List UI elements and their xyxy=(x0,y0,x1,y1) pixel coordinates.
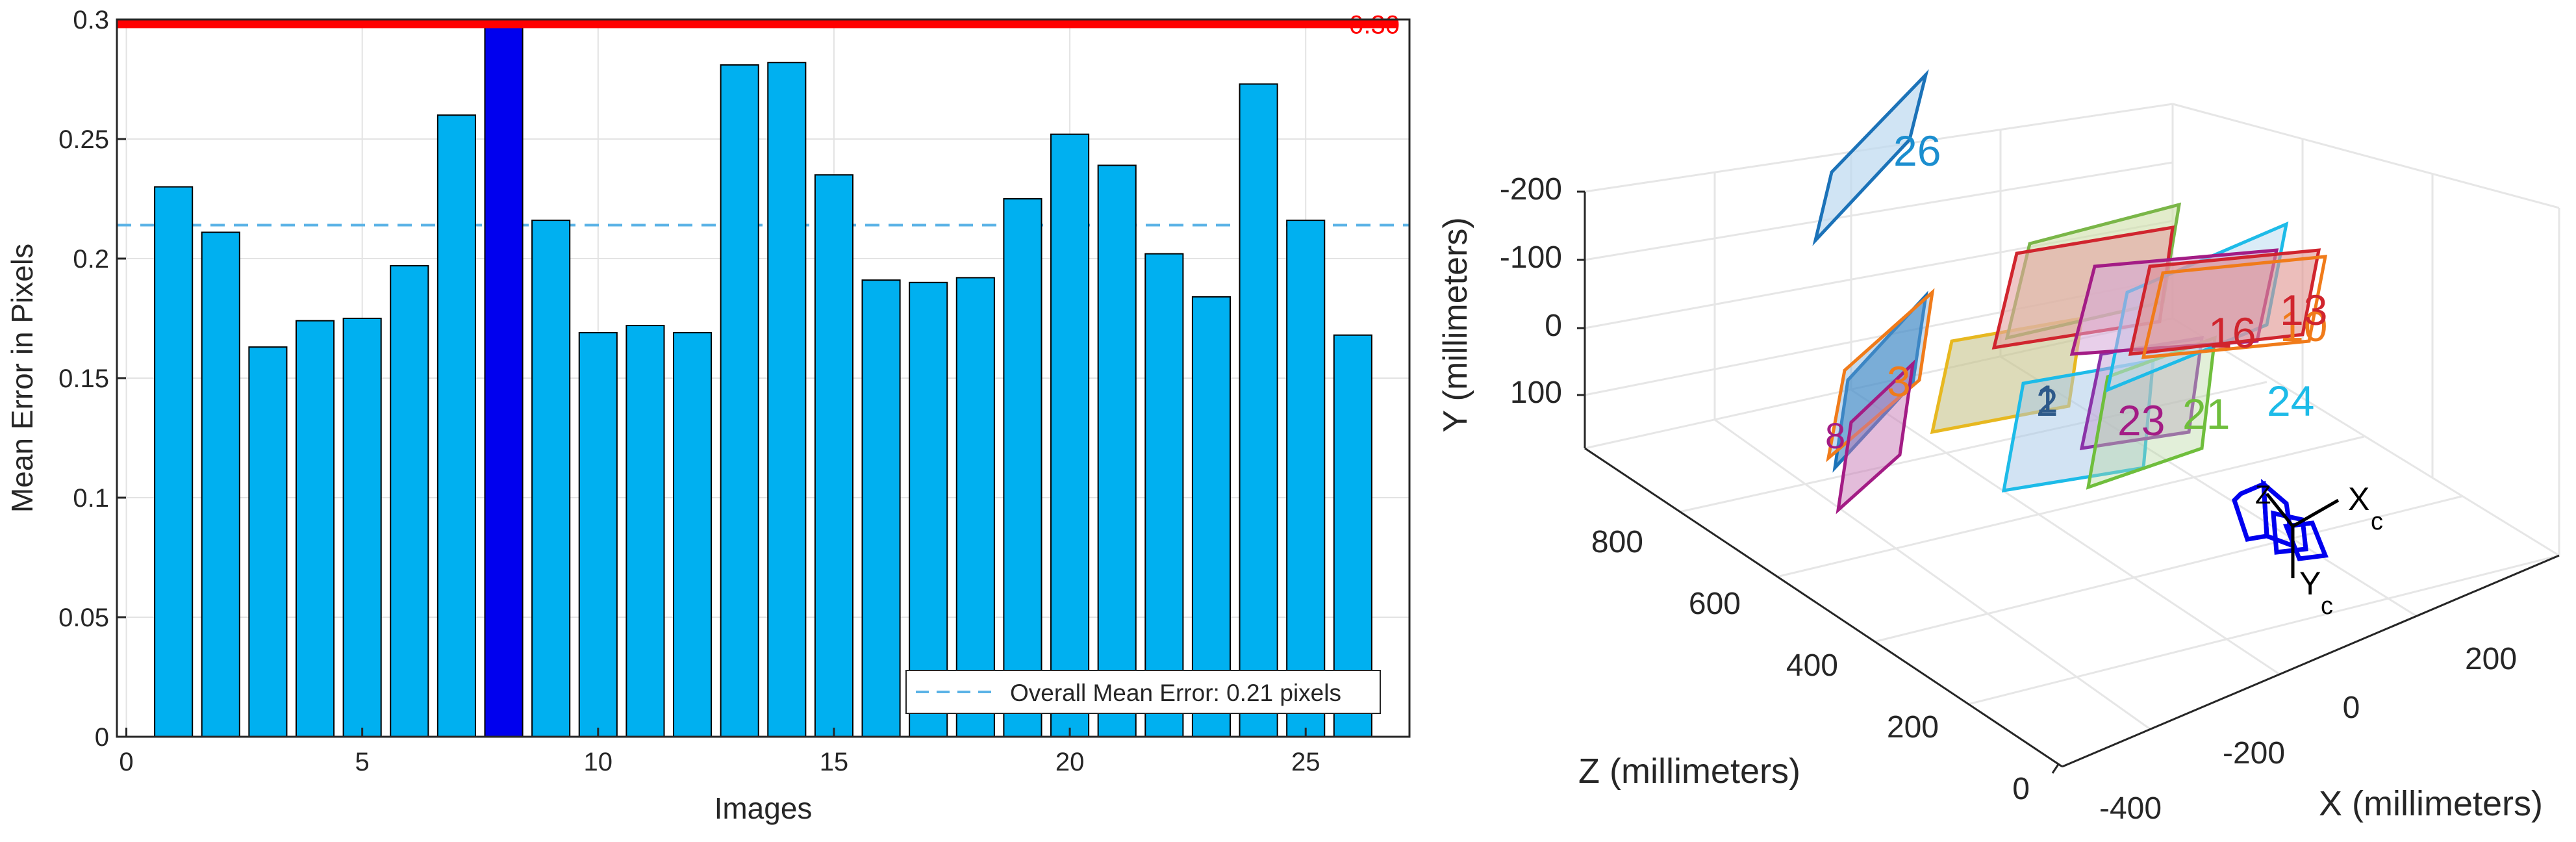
y3d-tick-labels: -200 -100 0 100 xyxy=(1500,172,1562,410)
bar xyxy=(955,277,995,737)
y3d-tick: 0 xyxy=(1545,309,1562,343)
plane-label-24: 24 xyxy=(2267,377,2314,425)
bar xyxy=(1003,198,1042,737)
camera-axis-x-sub: c xyxy=(2371,508,2383,535)
bar xyxy=(390,265,429,738)
camera-axis-y-sub: c xyxy=(2321,593,2333,620)
y3d-tick: -200 xyxy=(1500,172,1562,207)
bar xyxy=(154,186,194,738)
y3d-tick: 100 xyxy=(1510,376,1562,410)
bar xyxy=(673,332,713,737)
bar xyxy=(814,174,853,737)
bar xyxy=(720,64,759,737)
plane-stack-left-3 xyxy=(1836,359,1915,515)
bar-chart-panel: 0.30 0 5 10 15 20 25 0 0.05 0.1 0.15 0.2 0.25 0.3 Im… xyxy=(5,6,1411,825)
bar xyxy=(295,320,335,737)
x3d-tick: 200 xyxy=(2465,642,2517,676)
z3d-tick: 400 xyxy=(1786,648,1838,683)
plane-label-3: 3 xyxy=(1887,357,1911,405)
plane-label-26: 26 xyxy=(1893,127,1941,175)
camera-axes xyxy=(2266,492,2340,578)
plane-right-red xyxy=(2128,248,2321,356)
plane-label-10: 10 xyxy=(2280,302,2327,350)
bars xyxy=(154,23,1372,738)
y-tick-label: 0.15 xyxy=(58,364,109,393)
plane-label-1: 1 xyxy=(2036,377,2058,421)
plane-label-13: 13 xyxy=(2280,286,2327,334)
z3d-tick: 800 xyxy=(1591,525,1643,559)
plane-right-orange xyxy=(2141,255,2328,359)
z3d-tick: 0 xyxy=(2012,772,2030,806)
bar xyxy=(625,325,665,738)
plane-label-2: 2 xyxy=(2036,381,2058,424)
bar xyxy=(767,62,807,738)
plane-label-8: 8 xyxy=(1825,415,1845,456)
z3d-tick: 600 xyxy=(1689,587,1741,621)
plane-label-23: 23 xyxy=(2117,396,2165,444)
x3d-tick: -400 xyxy=(2099,791,2162,826)
plane-label-16: 16 xyxy=(2208,309,2256,357)
camera-axis-y: Y xyxy=(2299,565,2321,602)
y-tick-label: 0.2 xyxy=(73,245,109,274)
bar xyxy=(342,318,382,737)
y-axis-label: Mean Error in Pixels xyxy=(5,244,39,513)
y-tick-label: 0.05 xyxy=(58,604,109,632)
bar xyxy=(1286,220,1326,737)
y-tick-label: 0.1 xyxy=(73,484,109,513)
x3d-tick: -200 xyxy=(2223,736,2285,771)
plane-label-21: 21 xyxy=(2182,390,2230,438)
z3d-axis-label: Z (millimeters) xyxy=(1578,752,1800,791)
bar xyxy=(201,231,240,737)
tick-labels: 0 5 10 15 20 25 0 0.05 0.1 0.15 0.2 0.25 0.3 xyxy=(58,6,1320,776)
y-tick-label: 0.3 xyxy=(73,6,109,34)
bar xyxy=(248,346,288,737)
bar xyxy=(436,114,476,737)
calibration-planes xyxy=(1812,69,2328,515)
bar xyxy=(484,23,524,738)
plane-26 xyxy=(1812,69,1929,246)
bar xyxy=(861,279,901,737)
x-tick-label: 25 xyxy=(1291,748,1320,776)
camera-icon xyxy=(2231,478,2329,561)
y3d-tick: -100 xyxy=(1500,240,1562,275)
x-tick-label: 15 xyxy=(820,748,849,776)
bar xyxy=(578,332,618,737)
bar xyxy=(531,220,571,737)
camera-axis-z: Z xyxy=(2255,481,2271,509)
z3d-tick-labels: 0 200 400 600 800 xyxy=(1591,525,2030,806)
x-tick-label: 20 xyxy=(1055,748,1085,776)
bar xyxy=(1333,334,1372,737)
3d-axes xyxy=(1577,190,2560,774)
y3d-axis-label: Y (millimeters) xyxy=(1437,217,1474,432)
x3d-tick-labels: -400 -200 0 200 xyxy=(2099,642,2517,826)
y-tick-label: 0.25 xyxy=(58,125,109,154)
threshold-label: 0.30 xyxy=(1349,10,1400,39)
legend-entry: Overall Mean Error: 0.21 pixels xyxy=(1010,680,1341,706)
z3d-tick: 200 xyxy=(1887,710,1939,745)
x-tick-label: 10 xyxy=(584,748,613,776)
bar xyxy=(1144,253,1184,737)
y-tick-label: 0 xyxy=(95,723,109,752)
extrinsics-3d-panel: 26 1 2 3 8 10 13 16 21 23 24 Z X c Y c xyxy=(1437,69,2560,826)
x-tick-label: 0 xyxy=(119,748,133,776)
legend: Overall Mean Error: 0.21 pixels xyxy=(905,670,1381,714)
x-tick-label: 5 xyxy=(355,748,370,776)
x-axis-label: Images xyxy=(714,791,813,825)
bar xyxy=(1097,164,1137,738)
bar xyxy=(1050,133,1090,737)
camera-axis-x: X xyxy=(2348,481,2369,517)
bar xyxy=(909,281,948,737)
plane-labels: 26 1 2 3 8 10 13 16 21 23 24 xyxy=(1825,127,2327,456)
x3d-axis-label: X (millimeters) xyxy=(2319,784,2543,823)
bar xyxy=(1239,83,1278,738)
x3d-tick: 0 xyxy=(2343,691,2360,725)
